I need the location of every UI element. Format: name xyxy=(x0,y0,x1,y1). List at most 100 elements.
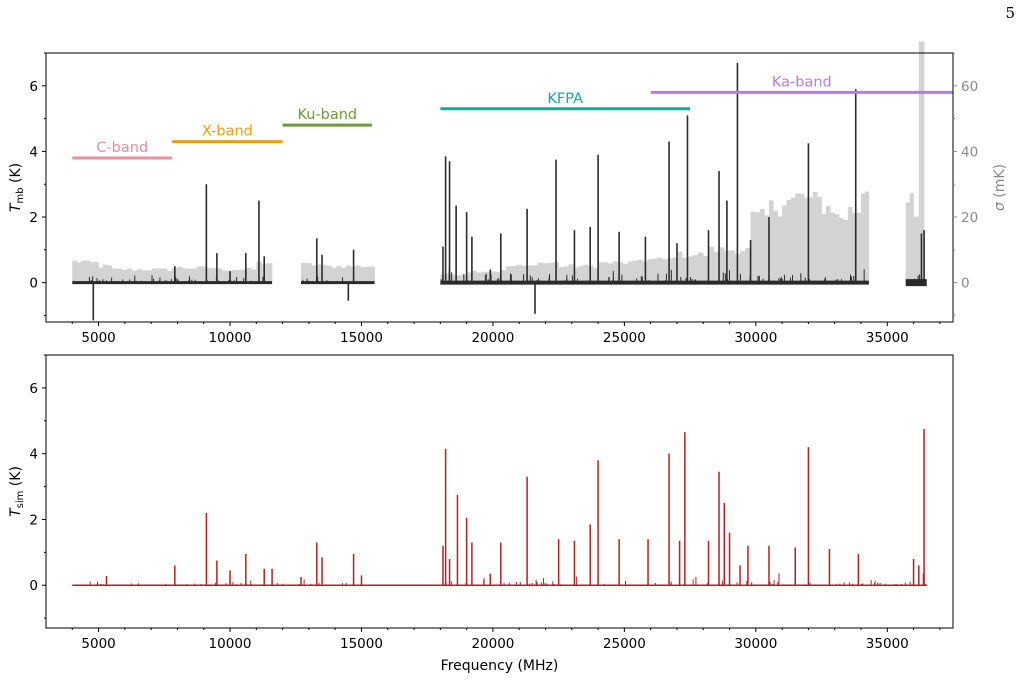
noise-sigma-bar xyxy=(491,271,497,283)
noise-sigma-bar xyxy=(782,205,787,283)
band-label: C-band xyxy=(96,140,148,156)
x-tick-label: 25000 xyxy=(603,330,646,346)
band-bars: C-band X-band Ku-band KFPA Ka-band xyxy=(72,74,953,160)
noise-sigma-bar xyxy=(152,268,158,283)
noise-sigma-bar xyxy=(759,208,765,283)
noise-sigma-bar xyxy=(306,263,312,283)
noise-sigma-bar xyxy=(558,267,564,283)
y2-tick-label: 0 xyxy=(961,276,970,292)
noise-sigma-bar xyxy=(121,270,128,283)
noise-sigma-bar xyxy=(501,270,507,283)
noise-sigma-bar xyxy=(657,257,663,283)
noise-sigma-bar xyxy=(476,272,482,283)
band-label: Ku-band xyxy=(297,107,357,123)
noise-sigma-bar xyxy=(450,274,457,283)
y-tick-label: 4 xyxy=(29,144,38,160)
noise-sigma-bar xyxy=(777,216,783,283)
noise-sigma-bar xyxy=(913,216,920,283)
bottom-panel: 5000 10000 15000 20000 25000 30000 35000 0 2 4 6 Fr… xyxy=(8,354,954,674)
noise-sigma-bar xyxy=(661,259,668,283)
x-tick-label: 25000 xyxy=(603,636,646,652)
noise-sigma-bar xyxy=(708,246,715,283)
noise-sigma-bar xyxy=(341,267,347,283)
noise-sigma-bar xyxy=(773,210,779,283)
noise-sigma-bar xyxy=(345,265,352,283)
noise-sigma-bar xyxy=(471,270,477,283)
noise-sigma-bar xyxy=(598,262,604,283)
x-tick-label: 35000 xyxy=(866,330,909,346)
noise-sigma-bar xyxy=(521,265,528,283)
noise-sigma-bar xyxy=(804,197,809,283)
noise-sigma-bar xyxy=(187,268,193,283)
noise-sigma-bar xyxy=(365,266,371,283)
noise-sigma-bar xyxy=(316,264,323,283)
noise-sigma-bar xyxy=(516,264,523,283)
noise-sigma-bar xyxy=(72,260,77,283)
noise-sigma-bar xyxy=(481,271,487,283)
noise-sigma-bar xyxy=(141,270,148,283)
baseline-segment xyxy=(905,279,927,287)
noise-sigma-bar xyxy=(834,214,840,283)
top-panel: C-band X-band Ku-band KFPA Ka-band 5000 10000 1… xyxy=(8,41,1008,346)
noise-sigma-bar xyxy=(331,267,337,283)
noise-sigma-bar xyxy=(652,258,658,283)
noise-sigma-bar xyxy=(764,215,770,283)
y-tick-label: 2 xyxy=(29,512,38,528)
x-tick-label: 30000 xyxy=(734,636,777,652)
top-plot-frame xyxy=(45,52,954,323)
noise-sigma-bar xyxy=(246,267,252,283)
noise-sigma-bar xyxy=(506,266,512,283)
noise-sigma-bar xyxy=(89,262,95,283)
noise-sigma-bar xyxy=(102,264,108,283)
noise-sigma-bar xyxy=(790,197,796,283)
x-axis-label: Frequency (MHz) xyxy=(441,658,559,674)
noise-sigma-bar xyxy=(729,250,736,283)
y2-axis-label: σ (mK) xyxy=(992,164,1008,211)
noise-sigma-bar xyxy=(860,193,866,283)
x-tick-label: 20000 xyxy=(471,636,514,652)
noise-sigma-bar xyxy=(821,214,827,283)
noise-sigma-bar xyxy=(311,265,318,283)
x-tick-label: 5000 xyxy=(81,330,115,346)
noise-sigma-bar xyxy=(568,264,574,283)
noise-sigma-bar xyxy=(852,213,857,283)
noise-sigma-bar xyxy=(537,262,544,283)
noise-sigma-bar xyxy=(206,268,213,283)
noise-sigma-bar xyxy=(839,217,844,283)
x-tick-label: 35000 xyxy=(866,636,909,652)
noise-sigma-bar xyxy=(211,268,218,283)
noise-sigma-bar xyxy=(612,261,619,283)
noise-sigma-bar xyxy=(542,263,549,283)
noise-sigma-bar xyxy=(197,266,203,283)
noise-sigma-bar xyxy=(192,268,198,283)
y-tick-label: 4 xyxy=(29,447,38,463)
noise-sigma-bar xyxy=(622,264,628,283)
y2-tick-label: 20 xyxy=(961,210,978,226)
noise-sigma-bar xyxy=(745,248,751,283)
noise-sigma-bar xyxy=(322,264,328,283)
noise-sigma-bar xyxy=(177,267,183,283)
noise-sigma-bar xyxy=(241,269,247,283)
x-tick-label: 15000 xyxy=(340,330,383,346)
observed-lines xyxy=(92,62,925,321)
noise-sigma-bar xyxy=(111,268,118,283)
noise-sigma-bar xyxy=(94,262,99,283)
noise-sigma-bar xyxy=(466,272,472,283)
y-tick-label: 2 xyxy=(29,210,38,226)
noise-sigma-bar xyxy=(905,202,910,283)
noise-sigma-bar xyxy=(486,271,492,283)
y-axis-label: Tsim (K) xyxy=(8,466,26,517)
noise-sigma-bar xyxy=(116,268,123,283)
noise-sigma-bar xyxy=(703,256,709,283)
noise-sigma-bar xyxy=(221,270,228,283)
noise-sigma-bar xyxy=(369,266,375,283)
noise-sigma-bar xyxy=(647,259,653,283)
noise-sigma-bar xyxy=(692,255,699,283)
noise-sigma-bar xyxy=(527,265,533,283)
noise-sigma-bar xyxy=(843,219,849,283)
noise-sigma-bar xyxy=(355,265,361,283)
noise-sigma-bar xyxy=(603,262,609,283)
x-tick-label: 15000 xyxy=(340,636,383,652)
noise-sigma-bar xyxy=(81,260,86,283)
